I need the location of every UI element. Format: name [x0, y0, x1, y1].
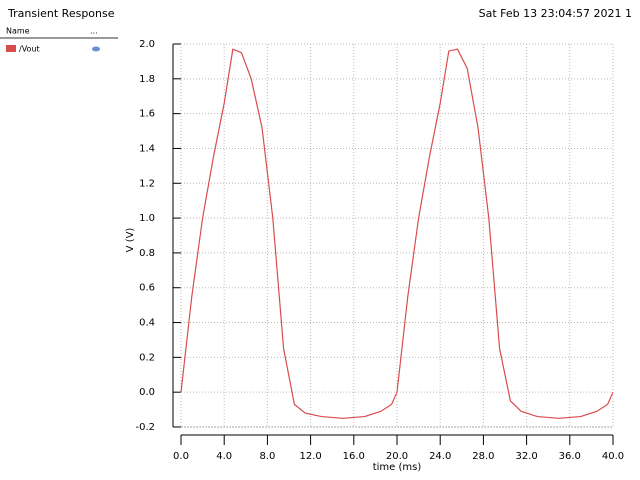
y-tick-label: 0.6 — [139, 283, 155, 294]
window-title: Transient Response — [7, 7, 115, 20]
x-tick-label: 0.0 — [173, 451, 189, 462]
x-tick-label: 32.0 — [515, 451, 537, 462]
y-tick-label: 1.6 — [139, 109, 155, 120]
y-tick-label: 0.4 — [139, 318, 155, 329]
x-tick-label: 12.0 — [299, 451, 321, 462]
legend-label: /Vout — [19, 45, 40, 54]
legend-header-more: ... — [90, 27, 98, 36]
x-tick-label: 28.0 — [472, 451, 494, 462]
y-axis-label: V (V) — [125, 228, 136, 253]
y-tick-label: 2.0 — [139, 39, 155, 50]
x-tick-label: 8.0 — [259, 451, 275, 462]
x-tick-label: 16.0 — [343, 451, 365, 462]
x-tick-label: 36.0 — [559, 451, 581, 462]
timestamp: Sat Feb 13 23:04:57 2021 1 — [479, 7, 632, 20]
y-tick-label: 1.4 — [139, 143, 155, 154]
y-tick-label: 0.8 — [139, 248, 155, 259]
y-tick-label: 0.0 — [139, 387, 155, 398]
x-tick-label: 20.0 — [386, 451, 408, 462]
y-tick-label: -0.2 — [135, 422, 155, 433]
y-tick-label: 1.8 — [139, 74, 155, 85]
x-tick-label: 40.0 — [602, 451, 624, 462]
y-tick-label: 1.2 — [139, 178, 155, 189]
x-tick-label: 4.0 — [216, 451, 232, 462]
y-tick-label: 1.0 — [139, 213, 155, 224]
legend-swatch — [6, 45, 16, 52]
series-line — [180, 48, 614, 419]
x-axis-label: time (ms) — [373, 462, 422, 473]
legend-header: Name — [6, 27, 30, 36]
y-tick-label: 0.2 — [139, 352, 155, 363]
visibility-icon[interactable] — [92, 46, 100, 52]
x-tick-label: 24.0 — [429, 451, 451, 462]
